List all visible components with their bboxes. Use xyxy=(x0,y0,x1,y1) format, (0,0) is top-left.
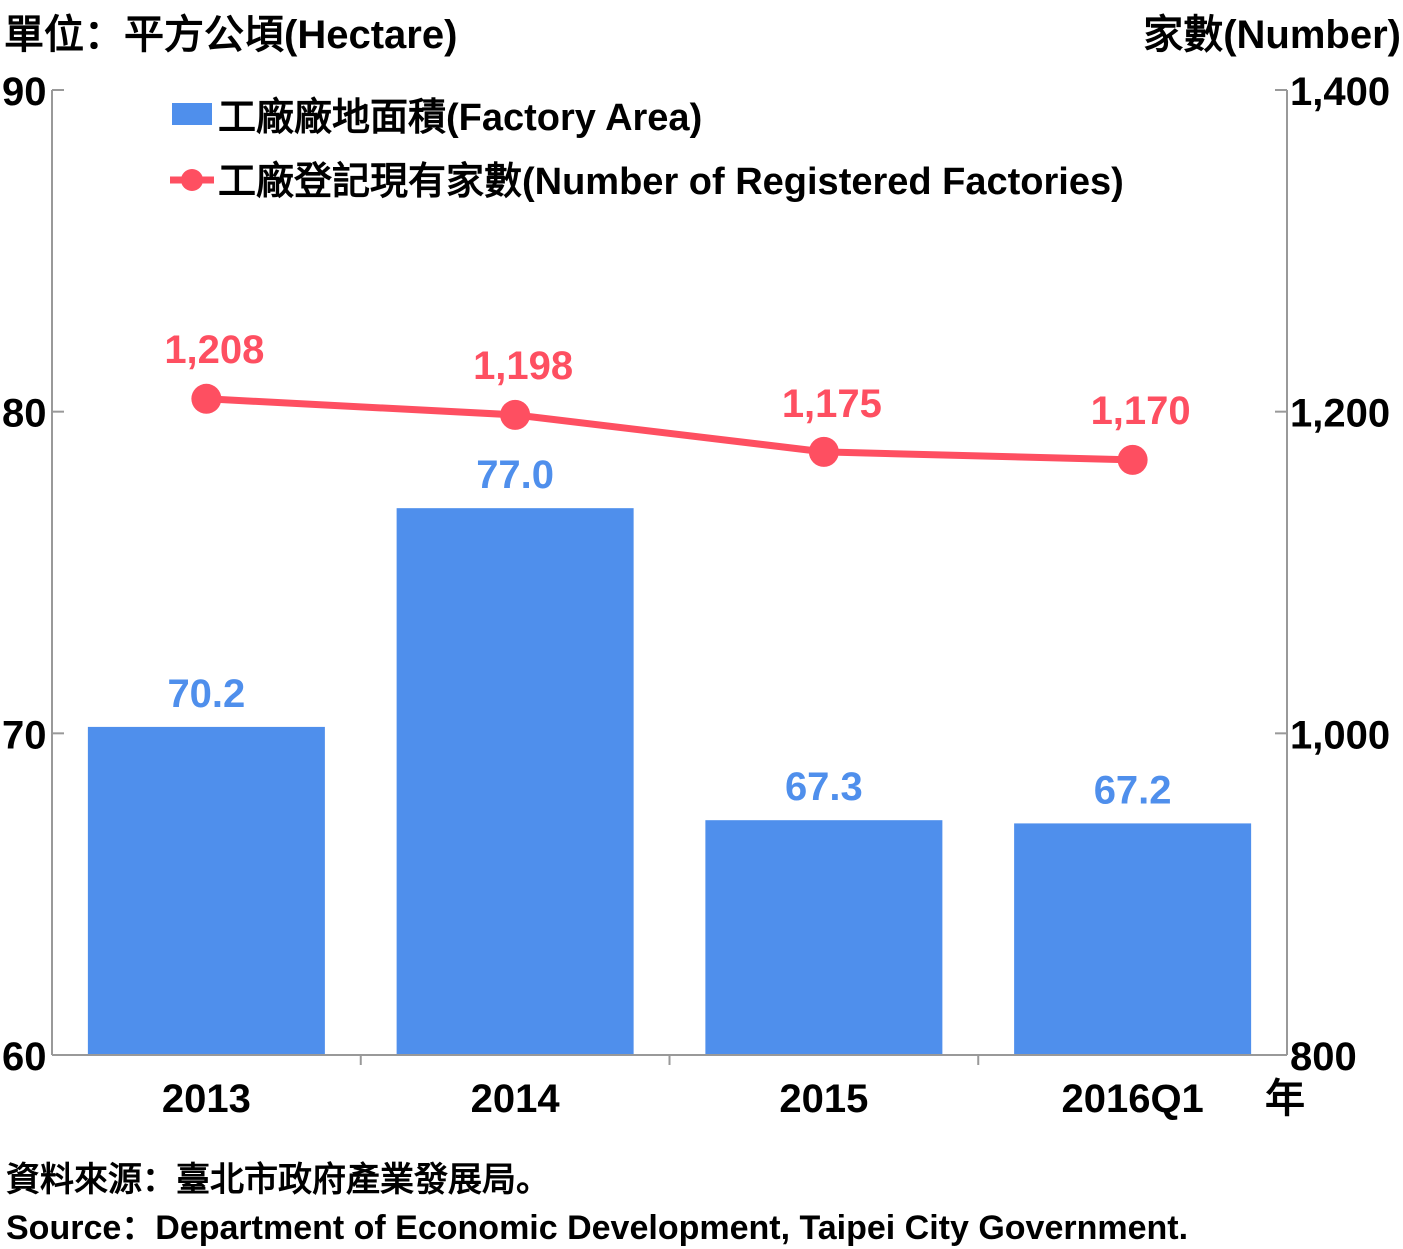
right-tick-label-800: 800 xyxy=(1290,1035,1357,1079)
left-tick-label-90: 90 xyxy=(2,70,47,114)
right-tick-label-1000: 1,000 xyxy=(1290,713,1390,757)
x-tick-label-2013: 2013 xyxy=(162,1077,251,1121)
line-label-2013: 1,208 xyxy=(164,328,264,372)
bar-label-2015: 67.3 xyxy=(785,765,863,809)
legend-bar-swatch xyxy=(172,103,212,125)
source-en: Source：Department of Economic Developmen… xyxy=(6,1209,1189,1247)
x-axis-unit: 年 xyxy=(1265,1077,1305,1121)
legend-bar-label: 工廠廠地面積(Factory Area) xyxy=(218,96,702,139)
line-point-2016Q1 xyxy=(1117,444,1148,475)
line-label-2014: 1,198 xyxy=(473,344,573,388)
right-axis-unit: 家數(Number) xyxy=(1143,13,1401,57)
bar-label-2013: 70.2 xyxy=(167,672,245,716)
line-point-2015 xyxy=(808,436,839,467)
left-tick-label-80: 80 xyxy=(2,392,47,436)
line-label-2016Q1: 1,170 xyxy=(1091,389,1191,433)
line-series xyxy=(206,395,1133,464)
legend-line-marker xyxy=(181,169,203,191)
x-tick-label-2016Q1: 2016Q1 xyxy=(1061,1077,1203,1121)
line-point-2014 xyxy=(500,399,531,430)
line-point-2013 xyxy=(191,383,222,414)
bar-label-2014: 77.0 xyxy=(476,453,554,497)
bar-2014 xyxy=(396,508,634,1056)
left-axis-unit: 單位：平方公頃(Hectare) xyxy=(4,13,458,57)
bar-2013 xyxy=(87,726,325,1055)
right-tick-label-1200: 1,200 xyxy=(1290,392,1390,436)
legend-line-label: 工廠登記現有家數(Number of Registered Factories) xyxy=(218,160,1124,203)
right-tick-label-1400: 1,400 xyxy=(1290,70,1390,114)
left-tick-label-60: 60 xyxy=(2,1035,47,1079)
x-tick-label-2015: 2015 xyxy=(779,1077,868,1121)
x-tick-label-2014: 2014 xyxy=(471,1077,561,1121)
line-label-2015: 1,175 xyxy=(782,382,882,426)
bar-2016Q1 xyxy=(1014,823,1252,1055)
bar-label-2016Q1: 67.2 xyxy=(1094,768,1172,812)
source-zh: 資料來源：臺北市政府產業發展局。 xyxy=(6,1161,550,1199)
left-tick-label-70: 70 xyxy=(2,713,47,757)
bar-2015 xyxy=(705,820,943,1055)
